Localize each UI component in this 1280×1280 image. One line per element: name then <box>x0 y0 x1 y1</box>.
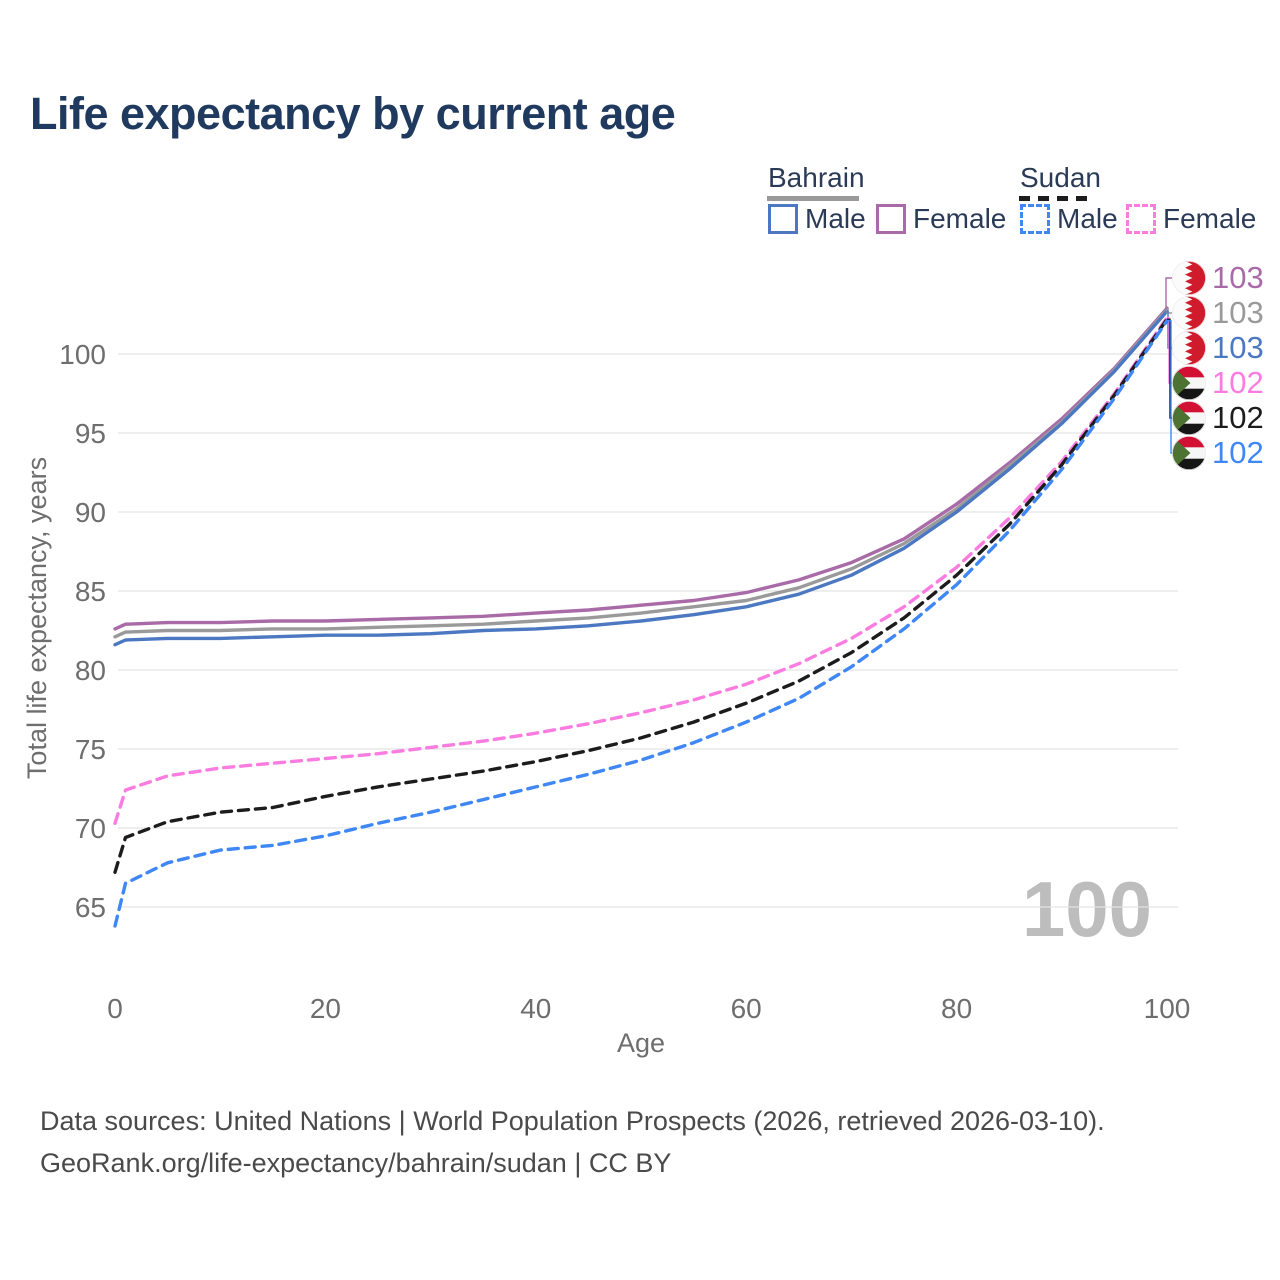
legend-sudan-line-swatch <box>1019 196 1095 201</box>
legend-group-bahrain: Bahrain <box>768 162 865 193</box>
line-sudan-male <box>113 319 1169 928</box>
sudan-flag-icon <box>1171 365 1207 401</box>
axis-tick-labels: 65 70 75 80 85 90 95 100 0 20 40 60 80 100 <box>59 339 1190 1024</box>
y-axis-title: Total life expectancy, years <box>22 457 52 779</box>
legend-group-sudan: Sudan <box>1020 162 1101 193</box>
legend-item-label: Female <box>913 203 1007 234</box>
data-source-note: Data sources: United Nations | World Pop… <box>40 1106 1105 1136</box>
legend-item-bahrain-male[interactable]: Male <box>768 203 866 235</box>
line-bahrain-both <box>113 308 1169 639</box>
y-tick-label: 85 <box>75 576 106 607</box>
x-tick-label: 60 <box>731 993 762 1024</box>
end-value: 103 <box>1212 260 1264 295</box>
y-tick-label: 95 <box>75 418 106 449</box>
bahrain-female-swatch-icon <box>876 204 906 234</box>
legend-item-sudan-male[interactable]: Male <box>1020 203 1118 235</box>
legend-item-bahrain-female[interactable]: Female <box>876 203 1006 235</box>
x-tick-label: 40 <box>520 993 551 1024</box>
gridlines <box>118 353 1178 908</box>
series-lines <box>113 306 1169 928</box>
age-counter-watermark: 100 <box>1021 865 1152 953</box>
sudan-male-swatch-icon <box>1020 204 1050 234</box>
y-tick-label: 75 <box>75 734 106 765</box>
label-connectors <box>1165 277 1172 454</box>
end-value: 102 <box>1212 400 1264 435</box>
y-tick-label: 65 <box>75 892 106 923</box>
bahrain-male-swatch-icon <box>768 204 798 234</box>
line-sudan-female <box>113 316 1169 825</box>
end-value: 102 <box>1212 365 1264 400</box>
legend-item-label: Female <box>1163 203 1257 234</box>
end-value: 103 <box>1212 295 1264 330</box>
page-title: Life expectancy by current age <box>30 88 676 139</box>
sudan-female-swatch-icon <box>1126 204 1156 234</box>
end-value: 102 <box>1212 435 1264 470</box>
connector-bahrain-female <box>1165 277 1172 309</box>
line-bahrain-male <box>113 309 1169 647</box>
end-value: 103 <box>1212 330 1264 365</box>
x-tick-label: 0 <box>107 993 123 1024</box>
x-tick-label: 80 <box>941 993 972 1024</box>
bahrain-flag-icon <box>1171 295 1207 331</box>
y-tick-label: 70 <box>75 813 106 844</box>
x-tick-label: 100 <box>1144 993 1191 1024</box>
y-tick-label: 100 <box>59 339 106 370</box>
y-tick-label: 80 <box>75 655 106 686</box>
bahrain-flag-icon <box>1171 330 1207 366</box>
attribution-link: GeoRank.org/life-expectancy/bahrain/suda… <box>40 1148 672 1178</box>
line-bahrain-female <box>113 306 1169 631</box>
sudan-flag-icon <box>1171 435 1207 471</box>
legend-bahrain-line-swatch <box>767 196 859 201</box>
sudan-flag-icon <box>1171 400 1207 436</box>
x-axis-title: Age <box>617 1028 665 1058</box>
connector-sudan-male <box>1167 320 1172 454</box>
line-sudan-both <box>113 317 1169 874</box>
y-tick-label: 90 <box>75 497 106 528</box>
legend-item-label: Male <box>805 203 866 234</box>
legend-item-sudan-female[interactable]: Female <box>1126 203 1256 235</box>
legend-item-label: Male <box>1057 203 1118 234</box>
x-tick-label: 20 <box>310 993 341 1024</box>
bahrain-flag-icon <box>1171 260 1207 296</box>
